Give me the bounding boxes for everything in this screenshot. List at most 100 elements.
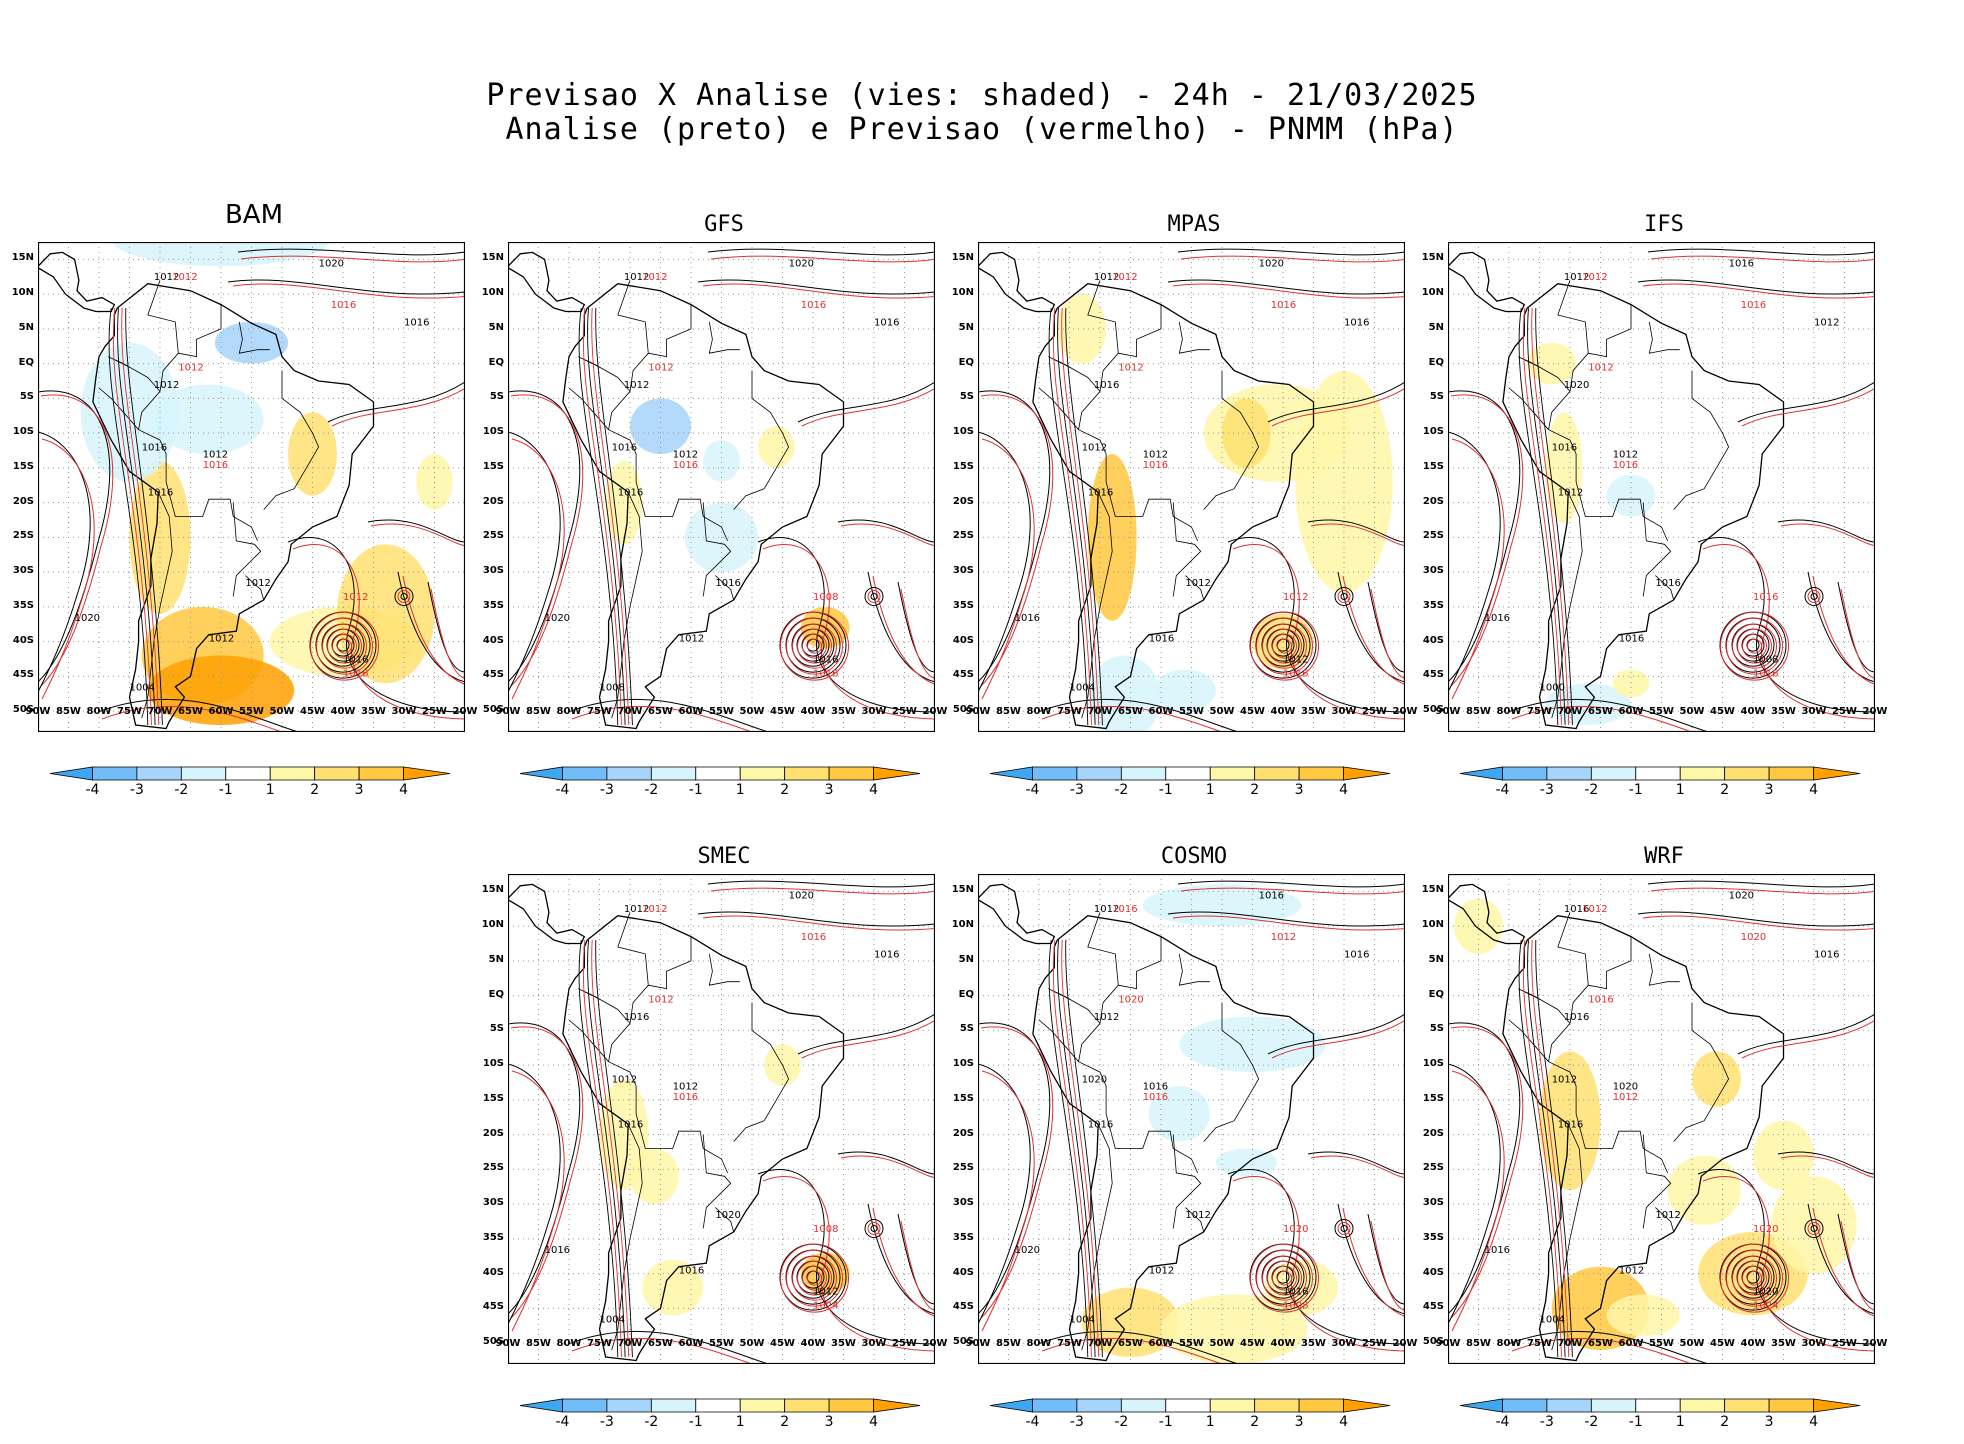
longitude-label: 45W [1710,706,1735,717]
contour-label-forecast: 1008 [813,1224,838,1235]
latitude-label: 10S [1422,1058,1444,1070]
country-border [1548,912,1668,1174]
contour-label-analysis: 1016 [618,1120,643,1131]
isobar-forecast [1840,588,1875,679]
country-border [1655,575,1675,601]
isobar-forecast [762,1176,935,1352]
latitude-label: 20S [1422,1127,1444,1139]
country-border [1178,321,1210,354]
panel-title: MPAS [1167,212,1221,237]
south-america-coastline [1032,283,1315,730]
contour-label-analysis: 1016 [1729,258,1754,269]
isobar-analysis [978,431,1031,693]
contour-label-forecast: 1012 [648,995,673,1006]
latitude-label: 25S [952,530,974,542]
contour-label-analysis: 1012 [1185,578,1210,589]
contour-label-analysis: 1016 [1283,1286,1308,1297]
contour-label-analysis: 1004 [130,682,155,693]
contour-label-analysis: 1016 [1619,634,1644,645]
contour-label-analysis: 1020 [1082,1075,1107,1086]
contour-label-analysis: 1020 [1729,890,1754,901]
isobar-forecast [1271,1019,1405,1059]
bias-shading [1154,669,1216,712]
map-panel-mpas: MPAS 1012 1020 1016 1016 1012 1012 1016 1012 1016… [952,212,1418,812]
colorbar-label: -4 [555,1414,570,1430]
colorbar-swatch [1724,766,1770,781]
colorbar-label: -1 [688,1414,703,1430]
colorbar-label: -2 [1584,1414,1599,1430]
longitude-label: 55W [1649,706,1674,717]
country-border [608,280,728,542]
bias-shading [1753,1120,1814,1191]
contour-label-forecast: 1016 [1143,460,1168,471]
andes-isobar [591,940,630,1358]
secondary-low-isobar [1807,589,1821,603]
isobar-analysis [1307,1151,1405,1175]
isobar-analysis [837,1151,935,1175]
colorbar-swatch [314,766,360,781]
contour-label-forecast: 1016 [1753,668,1778,679]
isobar-analysis [757,537,935,713]
isobar-analysis [1227,537,1405,713]
longitude-label: 25W [892,706,917,717]
low-pressure-isobar-forecast [1726,617,1783,675]
andes-isobar [1052,939,1092,1358]
colorbar-swatch [1635,1398,1681,1413]
map-panel-smec: SMEC 1012 1020 1016 1016 1012 1012 1016 1020 1016… [482,844,948,1444]
isobar-forecast [511,1070,565,1332]
contour-label-analysis: 1016 [1564,904,1589,915]
latitude-label: 45S [482,669,504,681]
longitude-label: 35W [831,1338,856,1349]
bias-shading [147,655,295,726]
contour-label-forecast: 1016 [1588,995,1613,1006]
colorbar-swatch [1209,766,1256,781]
latitude-label: EQ [1428,356,1444,368]
latitude-label: 10N [11,287,34,299]
country-border [138,280,258,542]
isobar-forecast [801,387,935,427]
isobar-analysis [1647,880,1875,888]
isobar-forecast [1780,1155,1875,1179]
colorbar [519,766,921,781]
colorbar-label: -2 [1114,1414,1129,1430]
isobar-forecast [1702,1176,1875,1352]
longitude-label: 35W [361,706,386,717]
andes-isobar [595,308,633,726]
low-pressure-isobar-forecast [332,633,357,659]
contour-label-analysis: 1012 [1564,272,1589,283]
andes-isobar [1061,308,1100,726]
latitude-label: 40S [482,1266,504,1278]
grid-lines [1448,874,1875,1364]
contour-label-analysis: 1000 [1540,682,1565,693]
isobar-forecast [510,1026,584,1319]
isobar-analysis [1737,1013,1875,1055]
contour-label-analysis: 1020 [75,613,100,624]
bias-shading [642,1259,704,1316]
map-panel-gfs: GFS 1012 1020 1016 1012 1016 1012 1016 1016 1020 1… [482,212,948,812]
map-frame [1448,242,1875,732]
latitude-label: 40S [1422,634,1444,646]
panel-title: SMEC [697,844,751,869]
contour-label-analysis: 1012 [154,380,179,391]
isobar-forecast [1370,588,1405,679]
latitude-label: 40S [12,634,34,646]
latitude-label: 10S [1422,426,1444,438]
isobar-analysis [707,880,935,888]
longitude-label: 30W [1331,1338,1357,1349]
latitude-label: 15S [482,460,504,472]
colorbar-label: -1 [1628,1414,1643,1430]
bias-shading [630,1148,679,1205]
latitude-label: 10S [482,426,504,438]
country-border [1588,304,1632,358]
contour-label-analysis: 1004 [1540,1314,1565,1325]
isobar-forecast [1310,523,1405,547]
low-pressure-isobar-forecast [1277,1270,1292,1286]
secondary-low-isobar [1807,1221,1821,1235]
latitude-label: 15N [481,252,504,264]
longitude-label: 50W [1209,706,1235,717]
colorbar-swatch [1546,1398,1592,1413]
contour-label-analysis: 1016 [1485,1245,1510,1256]
longitude-label: 85W [56,706,81,717]
colorbar-swatch [562,766,608,781]
colorbar-label: 4 [869,782,878,798]
